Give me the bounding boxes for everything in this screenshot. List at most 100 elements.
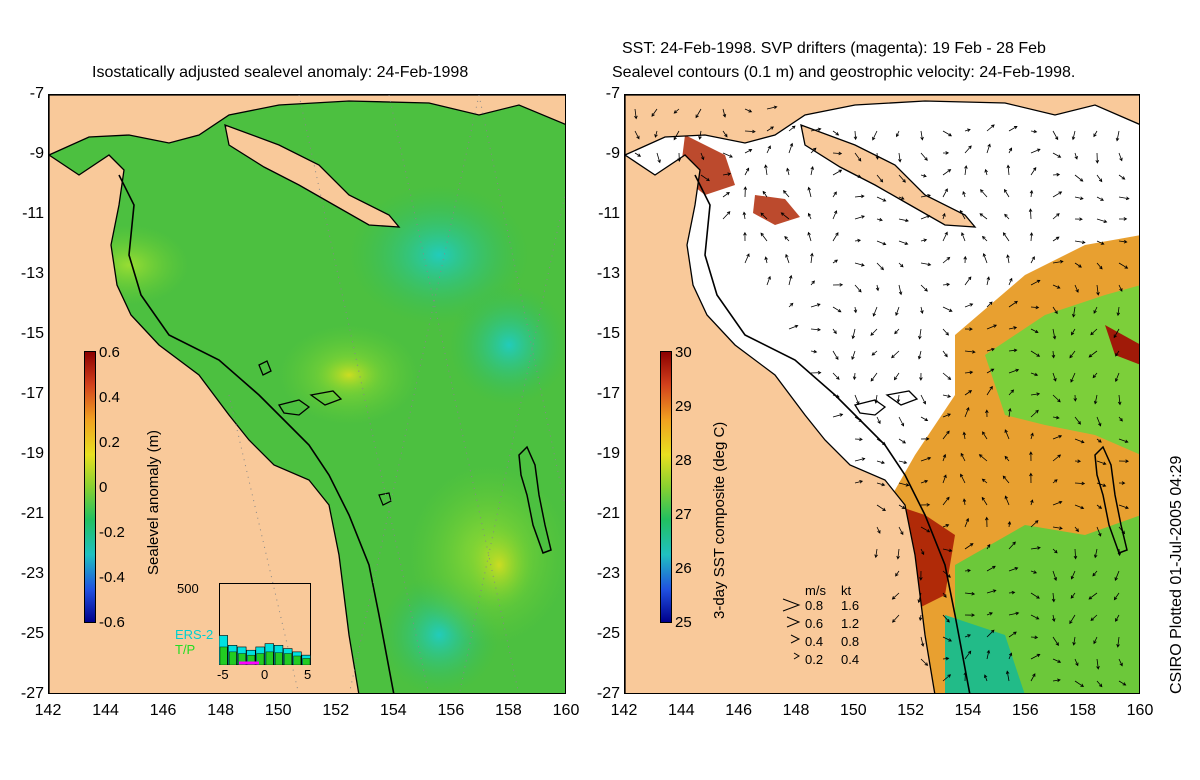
velocity-vector <box>1115 130 1120 142</box>
velocity-vector <box>964 390 973 396</box>
velocity-vector <box>810 303 821 308</box>
velocity-vector <box>1088 350 1098 358</box>
velocity-vector <box>942 188 948 198</box>
velocity-vector <box>722 191 730 198</box>
velocity-vector <box>788 142 794 154</box>
velocity-vector <box>896 394 901 403</box>
latitude-tick-label: -7 <box>605 85 620 102</box>
longitude-tick-label: 156 <box>437 702 465 719</box>
velocity-vector <box>979 213 988 220</box>
histogram-bar-tp <box>302 658 311 665</box>
velocity-vector <box>742 211 747 220</box>
velocity-vector <box>891 350 900 359</box>
velocity-vector <box>870 372 878 382</box>
velocity-vector <box>1093 306 1098 314</box>
altimeter-histogram <box>219 583 311 665</box>
reef-outline <box>309 390 343 406</box>
velocity-vector <box>1096 218 1108 223</box>
longitude-tick-label: 144 <box>667 702 695 719</box>
velocity-vector <box>1117 394 1122 406</box>
velocity-vector <box>1030 328 1039 334</box>
velocity-vector <box>1008 407 1012 418</box>
velocity-vector <box>963 671 968 682</box>
velocity-vector <box>1070 592 1076 599</box>
histogram-legend-tp: T/P <box>175 642 196 657</box>
velocity-vector <box>942 474 947 484</box>
velocity-vector <box>780 212 790 220</box>
velocity-vector <box>854 284 862 293</box>
velocity-vector <box>788 302 794 308</box>
velocity-vector <box>895 570 900 577</box>
velocity-vector <box>1118 196 1130 201</box>
velocity-vector <box>898 460 908 465</box>
velocity-vector <box>1113 328 1120 339</box>
positive-anomaly-region <box>464 520 534 610</box>
velocity-vector <box>1052 614 1056 623</box>
velocity-vector <box>898 240 909 245</box>
velocity-vector <box>744 253 750 264</box>
velocity-vector <box>1005 670 1010 682</box>
velocity-vector <box>673 130 680 141</box>
velocity-vector <box>1052 191 1063 198</box>
velocity-vector <box>986 301 993 308</box>
velocity-vector <box>1096 658 1100 670</box>
velocity-vector <box>920 503 931 507</box>
velocity-vector <box>1115 350 1120 357</box>
velocity-vector <box>810 252 814 264</box>
velocity-vector <box>920 658 929 666</box>
velocity-vector <box>1052 152 1062 158</box>
velocity-vector <box>986 368 995 374</box>
velocity-vector <box>986 543 991 550</box>
velocity-vector <box>920 526 931 533</box>
latitude-tick-label: -23 <box>596 565 620 582</box>
velocity-vector <box>1096 438 1102 443</box>
velocity-vector <box>982 252 988 264</box>
velocity-vector <box>942 496 950 506</box>
velocity-vector <box>1030 432 1034 440</box>
sst-colorbar-tick: 30 <box>675 344 692 361</box>
velocity-vector <box>1118 526 1126 535</box>
velocity-vector <box>920 437 930 441</box>
velocity-vector <box>854 238 862 243</box>
velocity-vector <box>1052 570 1058 581</box>
reef-outline <box>853 399 887 416</box>
velocity-legend-ms: 0.2 <box>805 652 824 667</box>
velocity-legend-kt: 1.2 <box>841 616 860 631</box>
histogram-legend-ers2: ERS-2 <box>175 627 214 642</box>
velocity-vector <box>1069 350 1076 359</box>
velocity-vector <box>964 145 972 154</box>
velocity-vector <box>1052 636 1059 646</box>
velocity-vector <box>876 196 887 202</box>
velocity-vector <box>919 372 923 381</box>
velocity-vector <box>854 457 866 462</box>
latitude-tick-label: -9 <box>29 145 44 162</box>
velocity-vector <box>964 634 971 638</box>
velocity-vector <box>832 259 839 264</box>
velocity-vector <box>1052 213 1060 220</box>
velocity-vector <box>854 174 862 178</box>
velocity-vector <box>722 108 727 118</box>
sealevel-colorbar-tick: 0.2 <box>99 434 120 451</box>
velocity-vector <box>1118 152 1123 162</box>
velocity-vector <box>1072 636 1076 646</box>
longitude-tick-label: 158 <box>1069 702 1096 719</box>
velocity-vector <box>700 152 705 161</box>
longitude-tick-label: 160 <box>1126 702 1154 719</box>
sealevel-colorbar-tick: -0.6 <box>99 614 125 631</box>
sst-map-svg <box>625 95 1139 693</box>
velocity-vector <box>978 454 988 462</box>
velocity-vector <box>760 232 768 242</box>
velocity-vector <box>920 262 932 267</box>
velocity-vector <box>986 649 991 660</box>
velocity-vector <box>962 498 967 506</box>
histogram-bar-tp <box>247 654 256 665</box>
velocity-vector <box>986 276 991 286</box>
sst-colorbar <box>660 351 672 623</box>
velocity-vector <box>1118 481 1126 485</box>
right-panel-title-line2: Sealevel contours (0.1 m) and geostrophi… <box>612 64 1076 81</box>
velocity-vector <box>1003 188 1010 198</box>
velocity-vector <box>832 350 839 361</box>
velocity-legend-header-kt: kt <box>841 583 852 598</box>
velocity-vector <box>1074 438 1085 444</box>
velocity-vector <box>760 212 768 220</box>
